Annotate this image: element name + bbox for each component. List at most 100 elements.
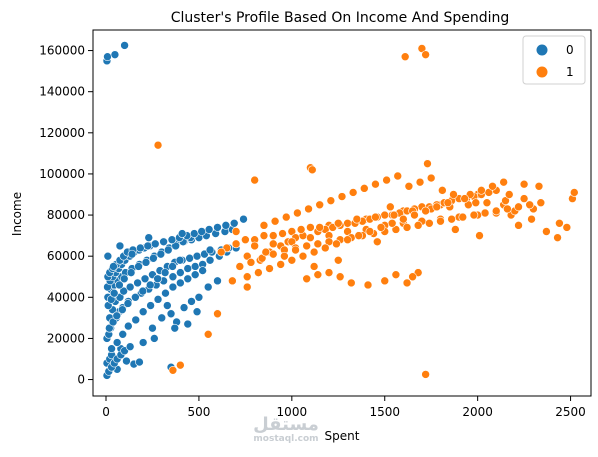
data-point-series-1: [250, 175, 259, 185]
data-point-series-0: [159, 237, 168, 247]
data-point-series-1: [302, 241, 311, 251]
data-point-series-0: [198, 266, 207, 275]
data-point-series-1: [293, 208, 302, 218]
data-point-series-1: [359, 184, 369, 193]
data-point-series-0: [171, 241, 180, 251]
data-point-series-1: [261, 247, 271, 257]
data-point-series-1: [298, 251, 308, 261]
data-point-series-0: [160, 268, 170, 277]
data-point-series-1: [228, 276, 237, 286]
data-point-series-0: [109, 262, 118, 271]
data-point-series-1: [423, 159, 432, 168]
data-point-series-1: [391, 225, 401, 234]
plot-area-frame: [92, 29, 592, 397]
data-point-series-1: [153, 140, 163, 150]
data-point-series-0: [192, 251, 202, 261]
data-point-series-1: [268, 239, 278, 249]
data-point-series-0: [213, 223, 222, 232]
x-axis: 0 500 1000 1500 2000 2500: [102, 396, 586, 419]
data-point-series-1: [421, 206, 430, 216]
data-point-series-0: [163, 245, 173, 255]
data-point-series-1: [304, 204, 313, 214]
data-point-series-1: [278, 229, 287, 238]
data-point-series-1: [216, 247, 226, 257]
data-point-series-1: [313, 239, 323, 249]
data-point-series-1: [343, 235, 352, 245]
data-point-series-0: [120, 41, 129, 50]
data-point-series-1: [569, 188, 579, 197]
data-point-series-1: [525, 200, 534, 210]
y-tick-label: 160000: [39, 44, 85, 58]
data-point-series-1: [391, 270, 401, 279]
data-point-series-0: [146, 301, 155, 310]
legend-marker-1: [536, 66, 548, 78]
data-point-series-1: [402, 278, 412, 288]
data-point-series-0: [138, 286, 148, 296]
x-axis-label: Spent: [325, 429, 360, 443]
data-point-series-1: [503, 204, 512, 214]
data-point-series-1: [337, 192, 347, 201]
data-point-series-0: [103, 52, 112, 62]
data-point-series-1: [534, 181, 544, 191]
data-point-series-0: [138, 307, 148, 317]
data-point-series-0: [190, 262, 200, 271]
x-tick-label: 2500: [555, 405, 586, 419]
data-point-series-0: [161, 288, 170, 298]
data-point-series-0: [183, 274, 193, 284]
data-point-series-0: [168, 272, 178, 282]
data-point-series-1: [475, 231, 484, 240]
data-point-series-1: [268, 249, 278, 259]
data-point-series-1: [254, 268, 263, 277]
data-point-series-0: [140, 274, 150, 284]
data-point-series-1: [315, 200, 325, 210]
y-tick-label: 20000: [47, 331, 85, 345]
data-point-series-0: [150, 239, 160, 249]
data-point-series-0: [107, 344, 116, 354]
data-point-series-1: [536, 198, 546, 208]
data-point-series-0: [189, 229, 199, 238]
data-point-series-1: [259, 221, 269, 230]
data-point-series-1: [346, 278, 356, 288]
data-point-series-0: [175, 255, 185, 265]
data-point-series-0: [203, 282, 213, 292]
data-point-series-1: [371, 179, 380, 189]
data-point-series-1: [499, 177, 508, 187]
data-point-series-1: [335, 272, 345, 282]
points-layer: [102, 41, 579, 380]
y-tick-label: 100000: [39, 167, 85, 181]
data-point-series-1: [415, 177, 425, 187]
y-axis-label: Income: [10, 192, 24, 236]
data-point-series-0: [153, 274, 162, 284]
data-point-series-0: [131, 292, 140, 302]
data-point-series-0: [190, 270, 200, 279]
data-point-series-1: [449, 190, 458, 199]
data-point-series-1: [562, 223, 572, 232]
data-point-series-0: [118, 330, 128, 339]
data-point-series-0: [143, 241, 153, 251]
data-point-series-1: [504, 190, 514, 199]
data-point-series-1: [376, 223, 386, 232]
data-point-series-0: [167, 235, 177, 245]
data-point-series-1: [332, 239, 341, 249]
data-point-series-1: [402, 223, 412, 232]
x-tick-label: 500: [187, 405, 210, 419]
data-point-series-0: [124, 321, 133, 331]
data-point-series-1: [306, 223, 315, 232]
data-point-series-1: [296, 225, 306, 234]
data-point-series-1: [382, 175, 391, 185]
data-point-series-0: [125, 282, 135, 292]
data-point-series-1: [354, 231, 364, 240]
y-tick-label: 140000: [39, 85, 85, 99]
data-point-series-1: [307, 165, 317, 175]
data-point-series-0: [150, 334, 159, 343]
data-point-series-1: [432, 202, 442, 212]
x-tick-label: 0: [102, 405, 110, 419]
data-point-series-1: [291, 245, 300, 255]
data-point-series-1: [491, 206, 501, 216]
data-point-series-1: [410, 210, 419, 220]
data-point-series-1: [553, 233, 562, 242]
data-point-series-1: [425, 218, 434, 228]
data-point-series-0: [122, 356, 131, 366]
data-point-series-0: [176, 268, 185, 277]
data-point-series-1: [421, 370, 430, 379]
